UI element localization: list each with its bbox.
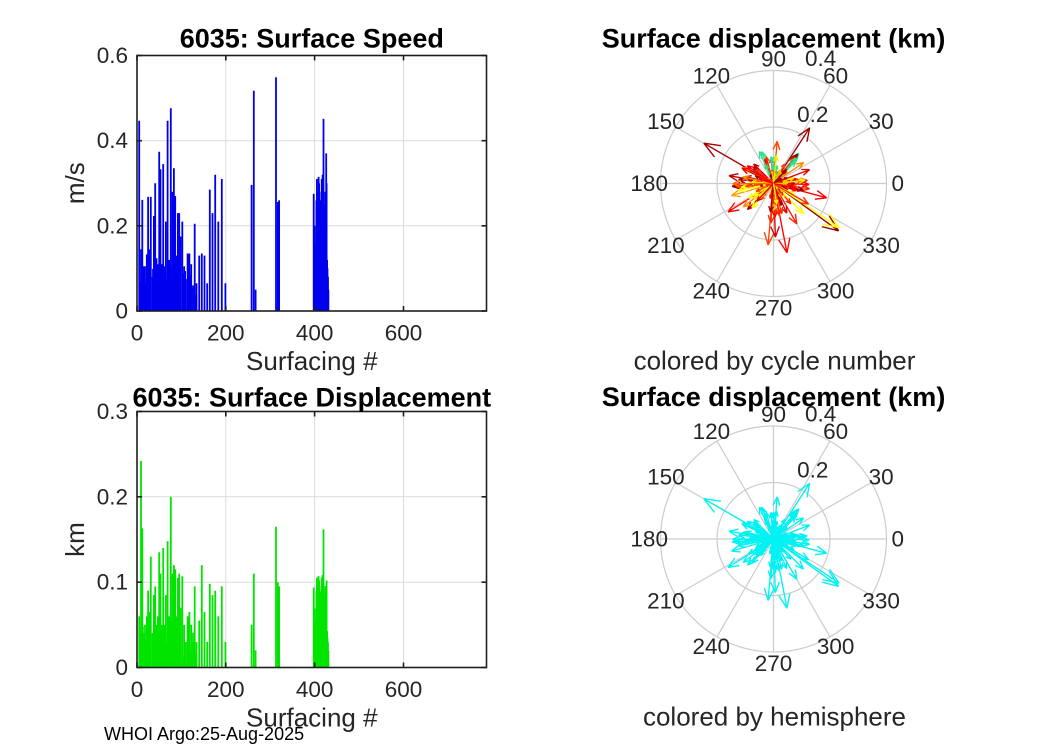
svg-text:90: 90 [761, 47, 786, 72]
svg-text:210: 210 [647, 589, 685, 614]
svg-text:0: 0 [131, 321, 144, 346]
svg-text:0.3: 0.3 [97, 399, 128, 424]
svg-text:Surface displacement (km): Surface displacement (km) [602, 382, 946, 412]
svg-text:300: 300 [817, 634, 855, 659]
svg-text:60: 60 [823, 419, 848, 444]
svg-text:330: 330 [862, 233, 900, 258]
svg-text:m/s: m/s [60, 162, 90, 204]
svg-text:6035: Surface Displacement: 6035: Surface Displacement [132, 383, 491, 413]
svg-text:0: 0 [115, 299, 128, 324]
svg-text:30: 30 [869, 109, 894, 134]
svg-text:0.6: 0.6 [97, 43, 128, 68]
svg-text:0: 0 [131, 677, 144, 702]
svg-text:210: 210 [647, 233, 685, 258]
svg-text:0.1: 0.1 [97, 570, 128, 595]
svg-text:km: km [60, 522, 90, 557]
svg-text:Surface displacement (km): Surface displacement (km) [602, 24, 946, 54]
svg-text:120: 120 [693, 63, 731, 88]
svg-text:120: 120 [693, 419, 731, 444]
svg-text:180: 180 [630, 527, 668, 552]
svg-text:0.2: 0.2 [797, 102, 828, 127]
svg-text:colored by cycle number: colored by cycle number [634, 346, 916, 376]
svg-text:0.4: 0.4 [97, 128, 128, 153]
svg-text:240: 240 [693, 634, 731, 659]
svg-text:0.2: 0.2 [97, 484, 128, 509]
svg-text:30: 30 [869, 464, 894, 489]
svg-text:240: 240 [693, 279, 731, 304]
svg-text:60: 60 [823, 63, 848, 88]
svg-text:0: 0 [892, 527, 905, 552]
svg-text:0: 0 [115, 655, 128, 680]
svg-text:400: 400 [296, 677, 334, 702]
svg-text:600: 600 [385, 321, 423, 346]
svg-text:400: 400 [296, 321, 334, 346]
svg-text:270: 270 [755, 295, 793, 320]
svg-text:150: 150 [647, 109, 685, 134]
svg-text:300: 300 [817, 279, 855, 304]
svg-text:WHOI Argo:25-Aug-2025: WHOI Argo:25-Aug-2025 [104, 724, 304, 744]
svg-text:0.2: 0.2 [797, 458, 828, 483]
svg-text:200: 200 [207, 677, 245, 702]
svg-text:Surfacing #: Surfacing # [246, 702, 378, 732]
svg-text:0.4: 0.4 [805, 46, 836, 71]
svg-text:0.2: 0.2 [97, 213, 128, 238]
svg-text:6035: Surface Speed: 6035: Surface Speed [180, 24, 444, 54]
svg-text:0.4: 0.4 [805, 402, 836, 427]
svg-text:180: 180 [630, 171, 668, 196]
svg-text:270: 270 [755, 651, 793, 676]
svg-text:330: 330 [862, 589, 900, 614]
svg-text:0: 0 [892, 171, 905, 196]
svg-text:90: 90 [761, 402, 786, 427]
svg-text:colored by hemisphere: colored by hemisphere [643, 702, 906, 732]
svg-text:200: 200 [207, 321, 245, 346]
svg-text:600: 600 [385, 677, 423, 702]
svg-text:Surfacing #: Surfacing # [246, 346, 378, 376]
svg-text:150: 150 [647, 464, 685, 489]
